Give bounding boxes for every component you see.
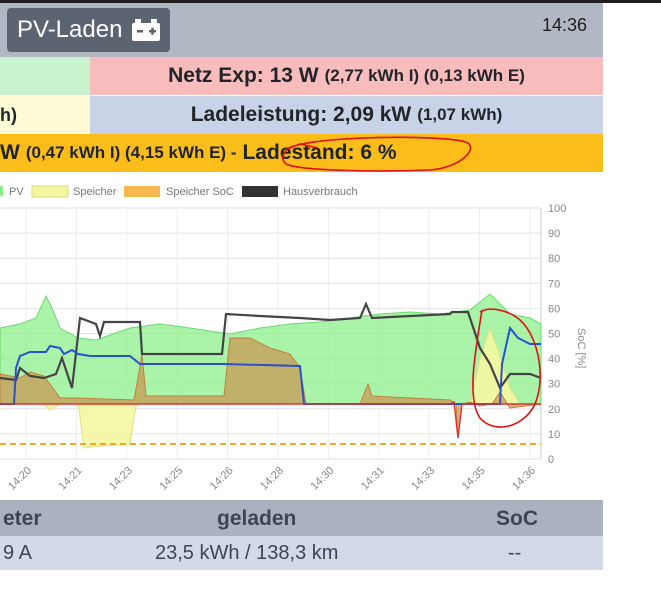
legend-label-pv: PV	[9, 186, 24, 198]
ladestand-value: Ladestand: 6 %	[242, 141, 397, 164]
mode-button[interactable]: PV-Laden	[7, 8, 171, 52]
ladeleistung-main: Ladeleistung: 2,09 kW	[190, 103, 412, 126]
chart-series	[0, 293, 542, 449]
table-cell-geladen: 23,5 kWh / 138,3 km	[155, 542, 339, 564]
table-header-meter: eter	[3, 507, 42, 530]
legend-label-speicher: Speicher	[73, 186, 117, 198]
ladeleistung-detail: (1,07 kWh)	[417, 105, 503, 124]
legend-swatch-pv	[0, 186, 3, 196]
chart-svg: PV Speicher Speicher SoC Hausverbrauch	[0, 185, 587, 493]
table-header-soc: SoC	[496, 507, 538, 530]
chart-legend: PV Speicher Speicher SoC Hausverbrauch	[0, 185, 358, 198]
y2-tick-label: 30	[548, 379, 560, 391]
y2-tick-label: 90	[548, 228, 560, 240]
table-cell-meter: 9 A	[3, 542, 32, 564]
ladeleistung-cell: Ladeleistung: 2,09 kW (1,07 kWh)	[90, 96, 603, 134]
header-bar: PV-Laden 14:36	[0, 3, 603, 57]
y2-tick-label: 40	[548, 354, 560, 366]
status-row-speicher: W (0,47 kWh I) (4,15 kWh E) - Ladestand:…	[0, 134, 603, 172]
battery-icon	[132, 19, 161, 41]
y2-tick-label: 0	[548, 454, 554, 466]
speicher-status-cell: W (0,47 kWh I) (4,15 kWh E) - Ladestand:…	[0, 134, 603, 172]
speicher-cell-text: h)	[0, 104, 17, 125]
netz-cell: Netz Exp: 13 W (2,77 kWh I) (0,13 kWh E)	[90, 57, 603, 95]
x-tick-label: 14:20	[6, 465, 34, 493]
netz-detail: (2,77 kWh I) (0,13 kWh E)	[324, 66, 525, 85]
legend-swatch-speicher-soc	[124, 186, 160, 197]
y2-tick-label: 60	[548, 303, 560, 315]
x-tick-label: 14:23	[107, 465, 135, 493]
clock-time: 14:36	[542, 15, 588, 35]
x-tick-label: 14:33	[409, 465, 437, 493]
legend-label-speicher-soc: Speicher SoC	[166, 186, 234, 198]
legend-label-hausverbrauch: Hausverbrauch	[283, 186, 358, 198]
y2-tick-label: 80	[548, 253, 560, 265]
power-chart: PV Speicher Speicher SoC Hausverbrauch	[0, 178, 603, 500]
browser-top-border	[0, 0, 661, 3]
table-row: 9 A 23,5 kWh / 138,3 km --	[0, 536, 603, 570]
chart-y2-axis: 0 10 20 30 40 50 60 70 80 90 100	[548, 203, 566, 466]
speicher-detail: (0,47 kWh I) (4,15 kWh E) -	[25, 143, 237, 162]
y2-tick-label: 50	[548, 329, 560, 341]
status-row-netz: Netz Exp: 13 W (2,77 kWh I) (0,13 kWh E)	[0, 57, 603, 95]
netz-main: Netz Exp: 13 W	[168, 64, 319, 87]
x-tick-label: 14:28	[258, 465, 286, 493]
chart-x-axis: 14:20 14:21 14:23 14:25 14:26 14:28 14:30 14:31…	[6, 465, 538, 493]
x-tick-label: 14:21	[57, 465, 85, 493]
speicher-cell: h)	[0, 96, 90, 134]
table-cell-soc: --	[508, 542, 522, 564]
x-tick-label: 14:25	[157, 465, 185, 493]
y2-tick-label: 20	[548, 404, 560, 416]
series-netz-line	[0, 400, 541, 439]
x-tick-label: 14:26	[208, 465, 236, 493]
pv-cell	[0, 57, 90, 95]
x-tick-label: 14:31	[359, 465, 387, 493]
speicher-main: W	[0, 141, 20, 164]
legend-swatch-hausverbrauch	[242, 186, 278, 197]
table-header-row: eter geladen SoC	[0, 500, 603, 536]
mode-label: PV-Laden	[17, 16, 123, 43]
y2-tick-label: 70	[548, 278, 560, 290]
series-hausverbrauch-line	[0, 301, 542, 391]
series-ladeleistung-line	[0, 325, 541, 405]
chart-annotation-circle	[472, 308, 541, 428]
x-tick-label: 14:30	[309, 465, 337, 493]
status-row-lade: h) Ladeleistung: 2,09 kW (1,07 kWh)	[0, 96, 603, 134]
x-tick-label: 14:36	[510, 465, 538, 493]
y2-tick-label: 100	[548, 203, 566, 215]
x-tick-label: 14:35	[460, 465, 488, 493]
y2-tick-label: 10	[548, 429, 560, 441]
table-header-geladen: geladen	[217, 507, 297, 530]
chart-y2-label: SoC [%]	[575, 328, 587, 368]
ladestand-annotation	[281, 136, 472, 172]
legend-swatch-speicher	[31, 185, 69, 198]
